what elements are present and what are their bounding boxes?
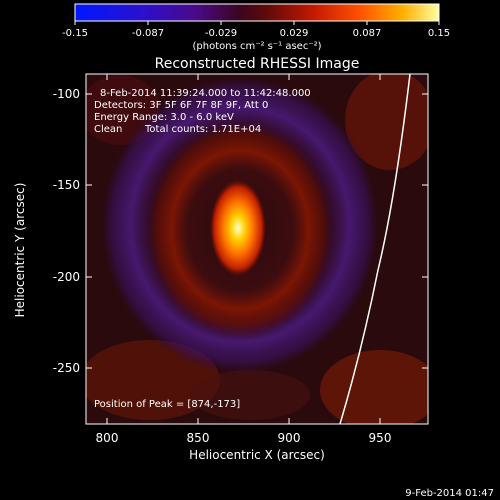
colorbar-tick-label: -0.029 [205, 28, 237, 39]
colorbar-ticks [74, 21, 440, 25]
colorbar-tick-label: 0.087 [353, 28, 382, 39]
y-tick-label: -150 [53, 178, 80, 192]
peak-position-text: Position of Peak = [874,-173] [94, 399, 240, 410]
image-area [86, 74, 428, 424]
plot-frame [85, 73, 429, 425]
y-axis-ticks [86, 93, 428, 369]
x-axis-label: Heliocentric X (arcsec) [189, 448, 325, 462]
solar-limb-line [339, 74, 411, 424]
x-tick-label: 900 [278, 431, 301, 445]
x-tick-label: 800 [96, 431, 119, 445]
x-tick-label: 850 [187, 431, 210, 445]
y-tick-label: -250 [53, 361, 80, 375]
colorbar-tick-label: 0.029 [280, 28, 309, 39]
colorbar-tick-label: -0.087 [132, 28, 164, 39]
x-axis-ticks [106, 74, 381, 424]
y-axis-label: Heliocentric Y (arcsec) [13, 183, 27, 318]
y-tick-label: -100 [53, 87, 80, 101]
total-counts-text: Total counts: 1.71E+04 [144, 124, 261, 135]
footer-timestamp: 9-Feb-2014 01:47 [405, 488, 494, 499]
time-range-text: 8-Feb-2014 11:39:24.000 to 11:42:48.000 [100, 88, 311, 99]
x-tick-label: 950 [369, 431, 392, 445]
detectors-text: Detectors: 3F 5F 6F 7F 8F 9F, Att 0 [94, 100, 268, 111]
y-tick-label: -200 [53, 270, 80, 284]
colorbar-tick-label: -0.15 [62, 28, 88, 39]
energy-range-text: Energy Range: 3.0 - 6.0 keV [94, 112, 234, 123]
method-text: Clean [94, 124, 122, 135]
colorbar-tick-label: 0.15 [428, 28, 450, 39]
colorbar-unit-label: (photons cm⁻² s⁻¹ asec⁻²) [192, 41, 321, 52]
colorbar [74, 3, 440, 22]
plot-title: Reconstructed RHESSI Image [155, 56, 360, 72]
